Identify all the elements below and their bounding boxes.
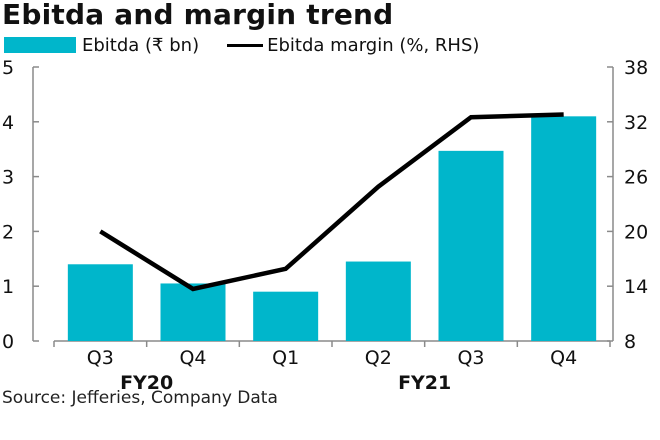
x-category-label: Q3 [87, 347, 114, 369]
x-category-label: Q3 [457, 347, 484, 369]
right-axis-tick-label: 14 [624, 276, 648, 298]
legend-swatch-margin [227, 43, 264, 47]
x-category-label: Q1 [272, 347, 299, 369]
left-axis-tick-label: 0 [2, 331, 14, 353]
right-axis-tick-label: 20 [624, 221, 648, 243]
ebitda-bar [160, 283, 226, 341]
ebitda-margin-line [99, 112, 564, 292]
right-axis-tick-label: 26 [624, 167, 648, 189]
right-axis-tick-label: 8 [624, 331, 636, 353]
source-note: Source: Jefferies, Company Data [2, 388, 278, 408]
right-axis-tick-label: 38 [624, 57, 648, 79]
x-category-label: Q2 [365, 347, 392, 369]
ebitda-bar [531, 116, 597, 341]
x-group-label: FY21 [398, 372, 451, 394]
ebitda-bar [67, 264, 133, 341]
left-axis-tick-label: 3 [2, 167, 14, 189]
left-axis-tick-label: 5 [2, 57, 14, 79]
right-axis-tick-label: 32 [624, 112, 648, 134]
ebitda-bar [253, 291, 319, 341]
legend-label-ebitda: Ebitda (₹ bn) [82, 34, 200, 56]
ebitda-bar [438, 150, 504, 341]
x-category-label: Q4 [179, 347, 206, 369]
x-category-label: Q4 [550, 347, 577, 369]
legend: Ebitda (₹ bn) Ebitda margin (%, RHS) [4, 34, 479, 56]
x-group-label: FY20 [120, 372, 173, 394]
ebitda-bar [345, 261, 411, 341]
left-axis-tick-label: 1 [2, 276, 14, 298]
legend-label-margin: Ebitda margin (%, RHS) [267, 34, 480, 56]
left-axis-tick-label: 2 [2, 221, 14, 243]
legend-swatch-ebitda [4, 37, 76, 53]
left-axis-tick-label: 4 [2, 112, 14, 134]
chart-title: Ebitda and margin trend [2, 0, 394, 31]
